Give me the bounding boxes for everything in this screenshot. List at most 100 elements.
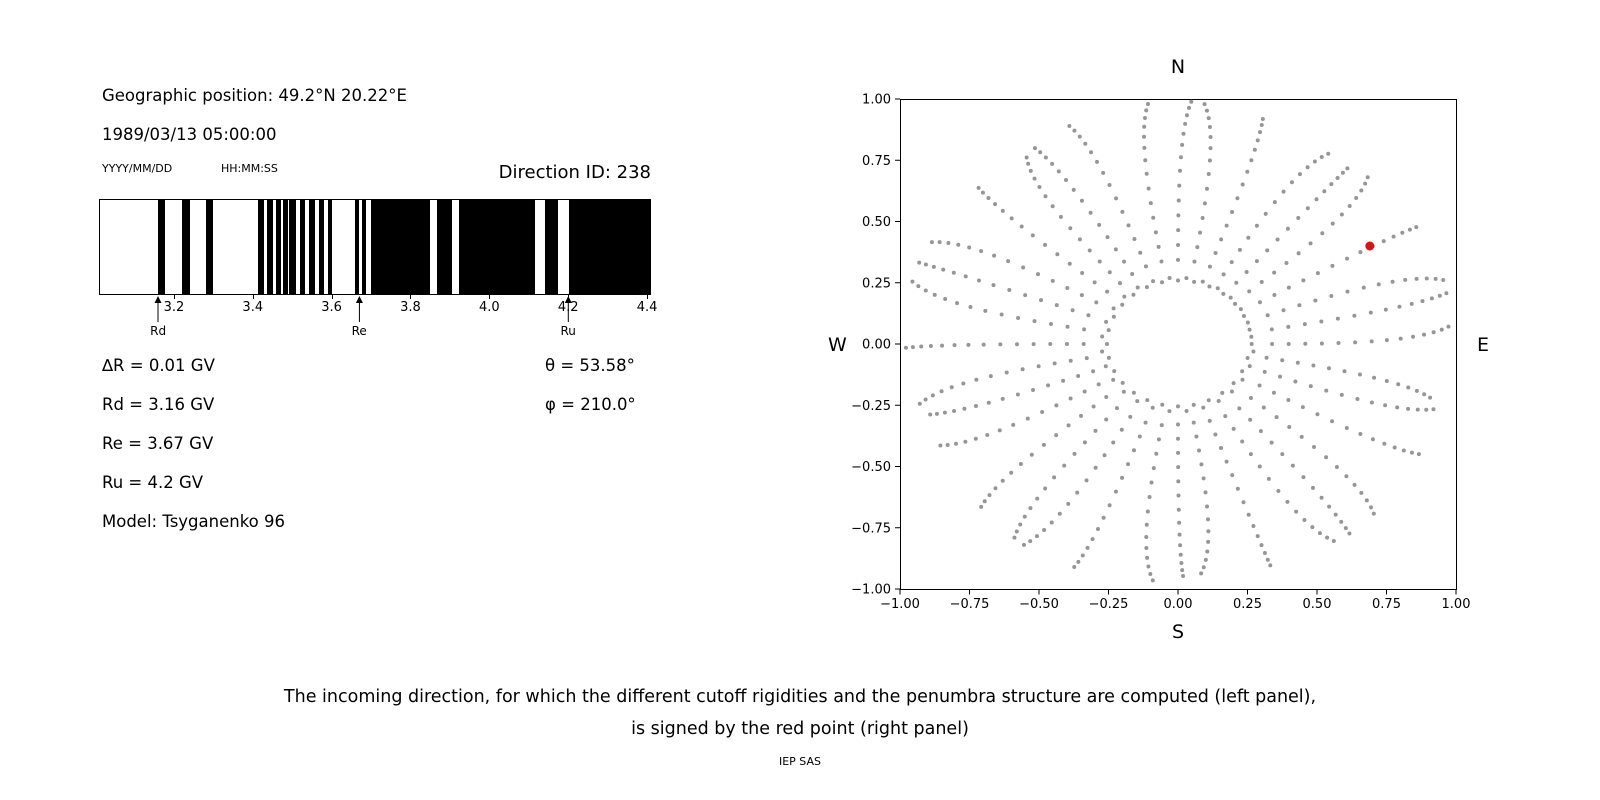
direction-dot <box>1311 363 1316 368</box>
penumbra-band <box>257 200 265 294</box>
direction-dot <box>991 283 996 288</box>
direction-dot <box>1411 334 1416 339</box>
direction-dot <box>1361 285 1366 290</box>
direction-dot <box>1018 522 1023 527</box>
direction-dot <box>1192 259 1197 264</box>
direction-dot <box>932 292 937 297</box>
x-tick-label: 4.0 <box>478 300 500 315</box>
direction-dot <box>1101 170 1106 175</box>
direction-dot <box>1218 446 1223 451</box>
y-tick-label: −1.00 <box>851 583 891 598</box>
direction-dot <box>1359 188 1364 193</box>
direction-dot <box>1231 426 1236 431</box>
direction-dot <box>1126 462 1131 467</box>
direction-dot <box>1065 285 1070 290</box>
direction-dot <box>910 345 915 350</box>
direction-dot <box>1315 412 1320 417</box>
phi-value: φ = 210.0° <box>545 395 636 414</box>
direction-dot <box>1104 417 1109 422</box>
direction-dot <box>1144 108 1149 113</box>
direction-dot <box>1216 399 1221 404</box>
x-tick-label: 0.50 <box>1303 597 1332 612</box>
direction-dot <box>1038 298 1043 303</box>
direction-dot <box>1080 553 1085 558</box>
direction-dot <box>1247 327 1252 332</box>
direction-dot <box>1213 251 1218 256</box>
direction-dot <box>1028 539 1033 544</box>
direction-dot <box>1106 328 1111 333</box>
re-value: Re = 3.67 GV <box>102 434 214 453</box>
direction-dot <box>1199 462 1204 467</box>
direction-dot <box>1281 308 1286 313</box>
direction-dot <box>1156 437 1161 442</box>
direction-dot <box>1144 545 1149 550</box>
direction-dot <box>1068 396 1073 401</box>
direction-dot <box>967 245 972 250</box>
direction-dot <box>1184 113 1189 118</box>
penumbra-band <box>157 200 165 294</box>
direction-dot <box>1122 259 1127 264</box>
direction-dot <box>1285 499 1290 504</box>
direction-dot <box>1286 398 1291 403</box>
direction-dot <box>1320 231 1325 236</box>
direction-dot <box>1345 256 1350 261</box>
direction-dot <box>1422 392 1427 397</box>
direction-dot <box>1020 367 1025 372</box>
penumbra-band <box>458 200 536 294</box>
direction-dot <box>1237 247 1242 252</box>
direction-dot <box>1023 293 1028 298</box>
direction-dot <box>1052 361 1057 366</box>
x-tick-label: −0.25 <box>1089 597 1129 612</box>
direction-dot <box>946 240 951 245</box>
direction-dot <box>923 288 928 293</box>
direction-dot <box>1176 422 1180 427</box>
direction-dot <box>1066 423 1071 428</box>
direction-dot <box>983 308 988 313</box>
direction-dot <box>1067 261 1072 266</box>
direction-dot <box>1205 504 1210 509</box>
direction-dot <box>1038 150 1043 155</box>
direction-dot <box>1111 377 1116 382</box>
x-tick-mark <box>173 295 175 299</box>
direction-dot <box>1011 422 1016 427</box>
direction-dot <box>1189 99 1194 104</box>
delta-r-value: ∆R = 0.01 GV <box>102 356 215 375</box>
direction-dot <box>1324 388 1329 393</box>
direction-dot <box>1287 424 1292 429</box>
direction-dot <box>1270 342 1275 346</box>
direction-dot <box>1062 463 1067 468</box>
direction-dot <box>1178 552 1183 557</box>
direction-dot <box>1319 495 1324 500</box>
direction-dot <box>1151 215 1156 220</box>
direction-dot <box>929 240 934 245</box>
direction-dot <box>1357 372 1362 377</box>
direction-dot <box>1289 180 1294 185</box>
direction-dot <box>1409 450 1414 455</box>
direction-dot <box>1204 186 1209 191</box>
direction-dot <box>1312 444 1317 449</box>
direction-dot <box>1145 509 1150 514</box>
direction-dot <box>1142 134 1147 139</box>
direction-dot <box>1102 453 1107 458</box>
direction-dot <box>1345 289 1350 294</box>
direction-dot <box>1369 339 1374 344</box>
direction-dot <box>1178 168 1183 173</box>
direction-dot <box>973 436 978 441</box>
rd-value: Rd = 3.16 GV <box>102 395 215 414</box>
direction-dot <box>1135 285 1140 290</box>
direction-dot <box>1415 407 1420 412</box>
direction-dot <box>1144 534 1149 539</box>
direction-dot <box>1317 531 1322 536</box>
cutoff-marker-label: Ru <box>560 324 576 338</box>
direction-dot <box>1203 490 1208 495</box>
direction-dot <box>1246 512 1251 517</box>
direction-dot <box>1301 278 1306 283</box>
direction-dot <box>1207 124 1212 129</box>
direction-dot <box>1297 303 1302 308</box>
penumbra-band <box>436 200 452 294</box>
direction-dot <box>1269 327 1274 332</box>
direction-dot <box>1076 559 1081 564</box>
direction-dot <box>1363 181 1368 186</box>
direction-dot <box>1339 392 1344 397</box>
direction-dot <box>1229 389 1234 394</box>
